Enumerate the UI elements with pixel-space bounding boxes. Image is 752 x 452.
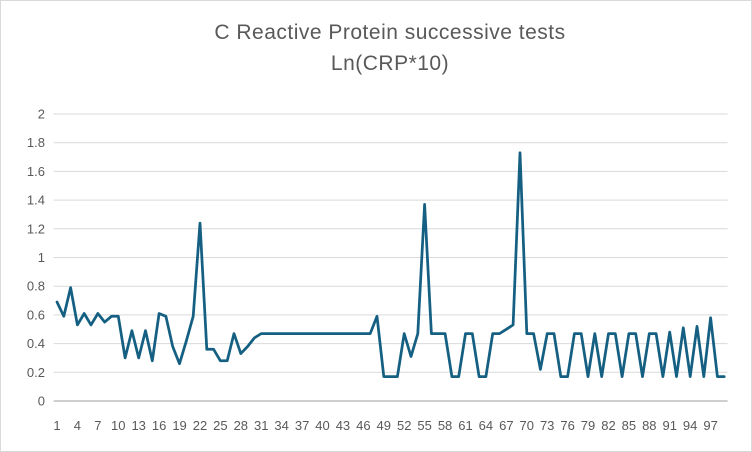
x-axis-tick-label: 85: [622, 418, 636, 433]
x-axis-tick-label: 1: [53, 418, 60, 433]
x-axis-tick-label: 25: [213, 418, 227, 433]
x-axis-tick-label: 73: [540, 418, 554, 433]
y-axis-tick-label: 0.6: [27, 307, 45, 322]
x-axis-tick-label: 55: [417, 418, 431, 433]
x-axis-tick-label: 88: [642, 418, 656, 433]
x-axis-tick-label: 19: [172, 418, 186, 433]
y-axis-tick-label: 2: [38, 107, 45, 122]
x-axis-tick-label: 13: [131, 418, 145, 433]
x-axis-tick-label: 79: [581, 418, 595, 433]
x-axis-tick-label: 70: [520, 418, 534, 433]
x-axis-tick-label: 4: [74, 418, 81, 433]
y-axis-tick-label: 0: [38, 394, 45, 409]
chart-subtitle: Ln(CRP*10): [330, 52, 450, 75]
x-axis-tick-label: 7: [94, 418, 101, 433]
x-axis-tick-label: 67: [499, 418, 513, 433]
x-axis-tick-label: 10: [111, 418, 125, 433]
x-axis-tick-label: 31: [254, 418, 268, 433]
x-axis-tick-label: 28: [234, 418, 248, 433]
x-axis-tick-label: 94: [683, 418, 697, 433]
y-axis-tick-label: 0.8: [27, 279, 45, 294]
x-axis-tick-label: 49: [377, 418, 391, 433]
x-axis-tick-label: 16: [152, 418, 166, 433]
chart-title: C Reactive Protein successive tests: [214, 21, 566, 44]
x-axis-tick-label: 82: [601, 418, 615, 433]
y-axis-tick-label: 1.8: [27, 135, 45, 150]
x-axis-tick-label: 46: [356, 418, 370, 433]
x-axis-tick-label: 64: [479, 418, 493, 433]
x-axis-tick-label: 40: [315, 418, 329, 433]
x-axis-tick-label: 61: [458, 418, 472, 433]
chart-title-block: C Reactive Protein successive tests Ln(C…: [57, 17, 723, 79]
x-axis-tick-label: 34: [274, 418, 288, 433]
x-axis-tick-label: 76: [560, 418, 574, 433]
y-axis-tick-label: 0.2: [27, 365, 45, 380]
y-axis-tick-label: 1.2: [27, 221, 45, 236]
crp-data-line: [55, 151, 726, 378]
x-axis-tick-label: 37: [295, 418, 309, 433]
x-axis-tick-label: 22: [193, 418, 207, 433]
y-axis-tick-label: 0.4: [27, 336, 45, 351]
y-axis-tick-label: 1.6: [27, 164, 45, 179]
x-axis-tick-label: 91: [662, 418, 676, 433]
x-axis-tick-label: 58: [438, 418, 452, 433]
y-axis-tick-label: 1: [38, 250, 45, 265]
y-axis-tick-label: 1.4: [27, 193, 45, 208]
x-axis-tick-label: 97: [703, 418, 717, 433]
x-axis-tick-label: 43: [336, 418, 350, 433]
x-axis-tick-label: 52: [397, 418, 411, 433]
